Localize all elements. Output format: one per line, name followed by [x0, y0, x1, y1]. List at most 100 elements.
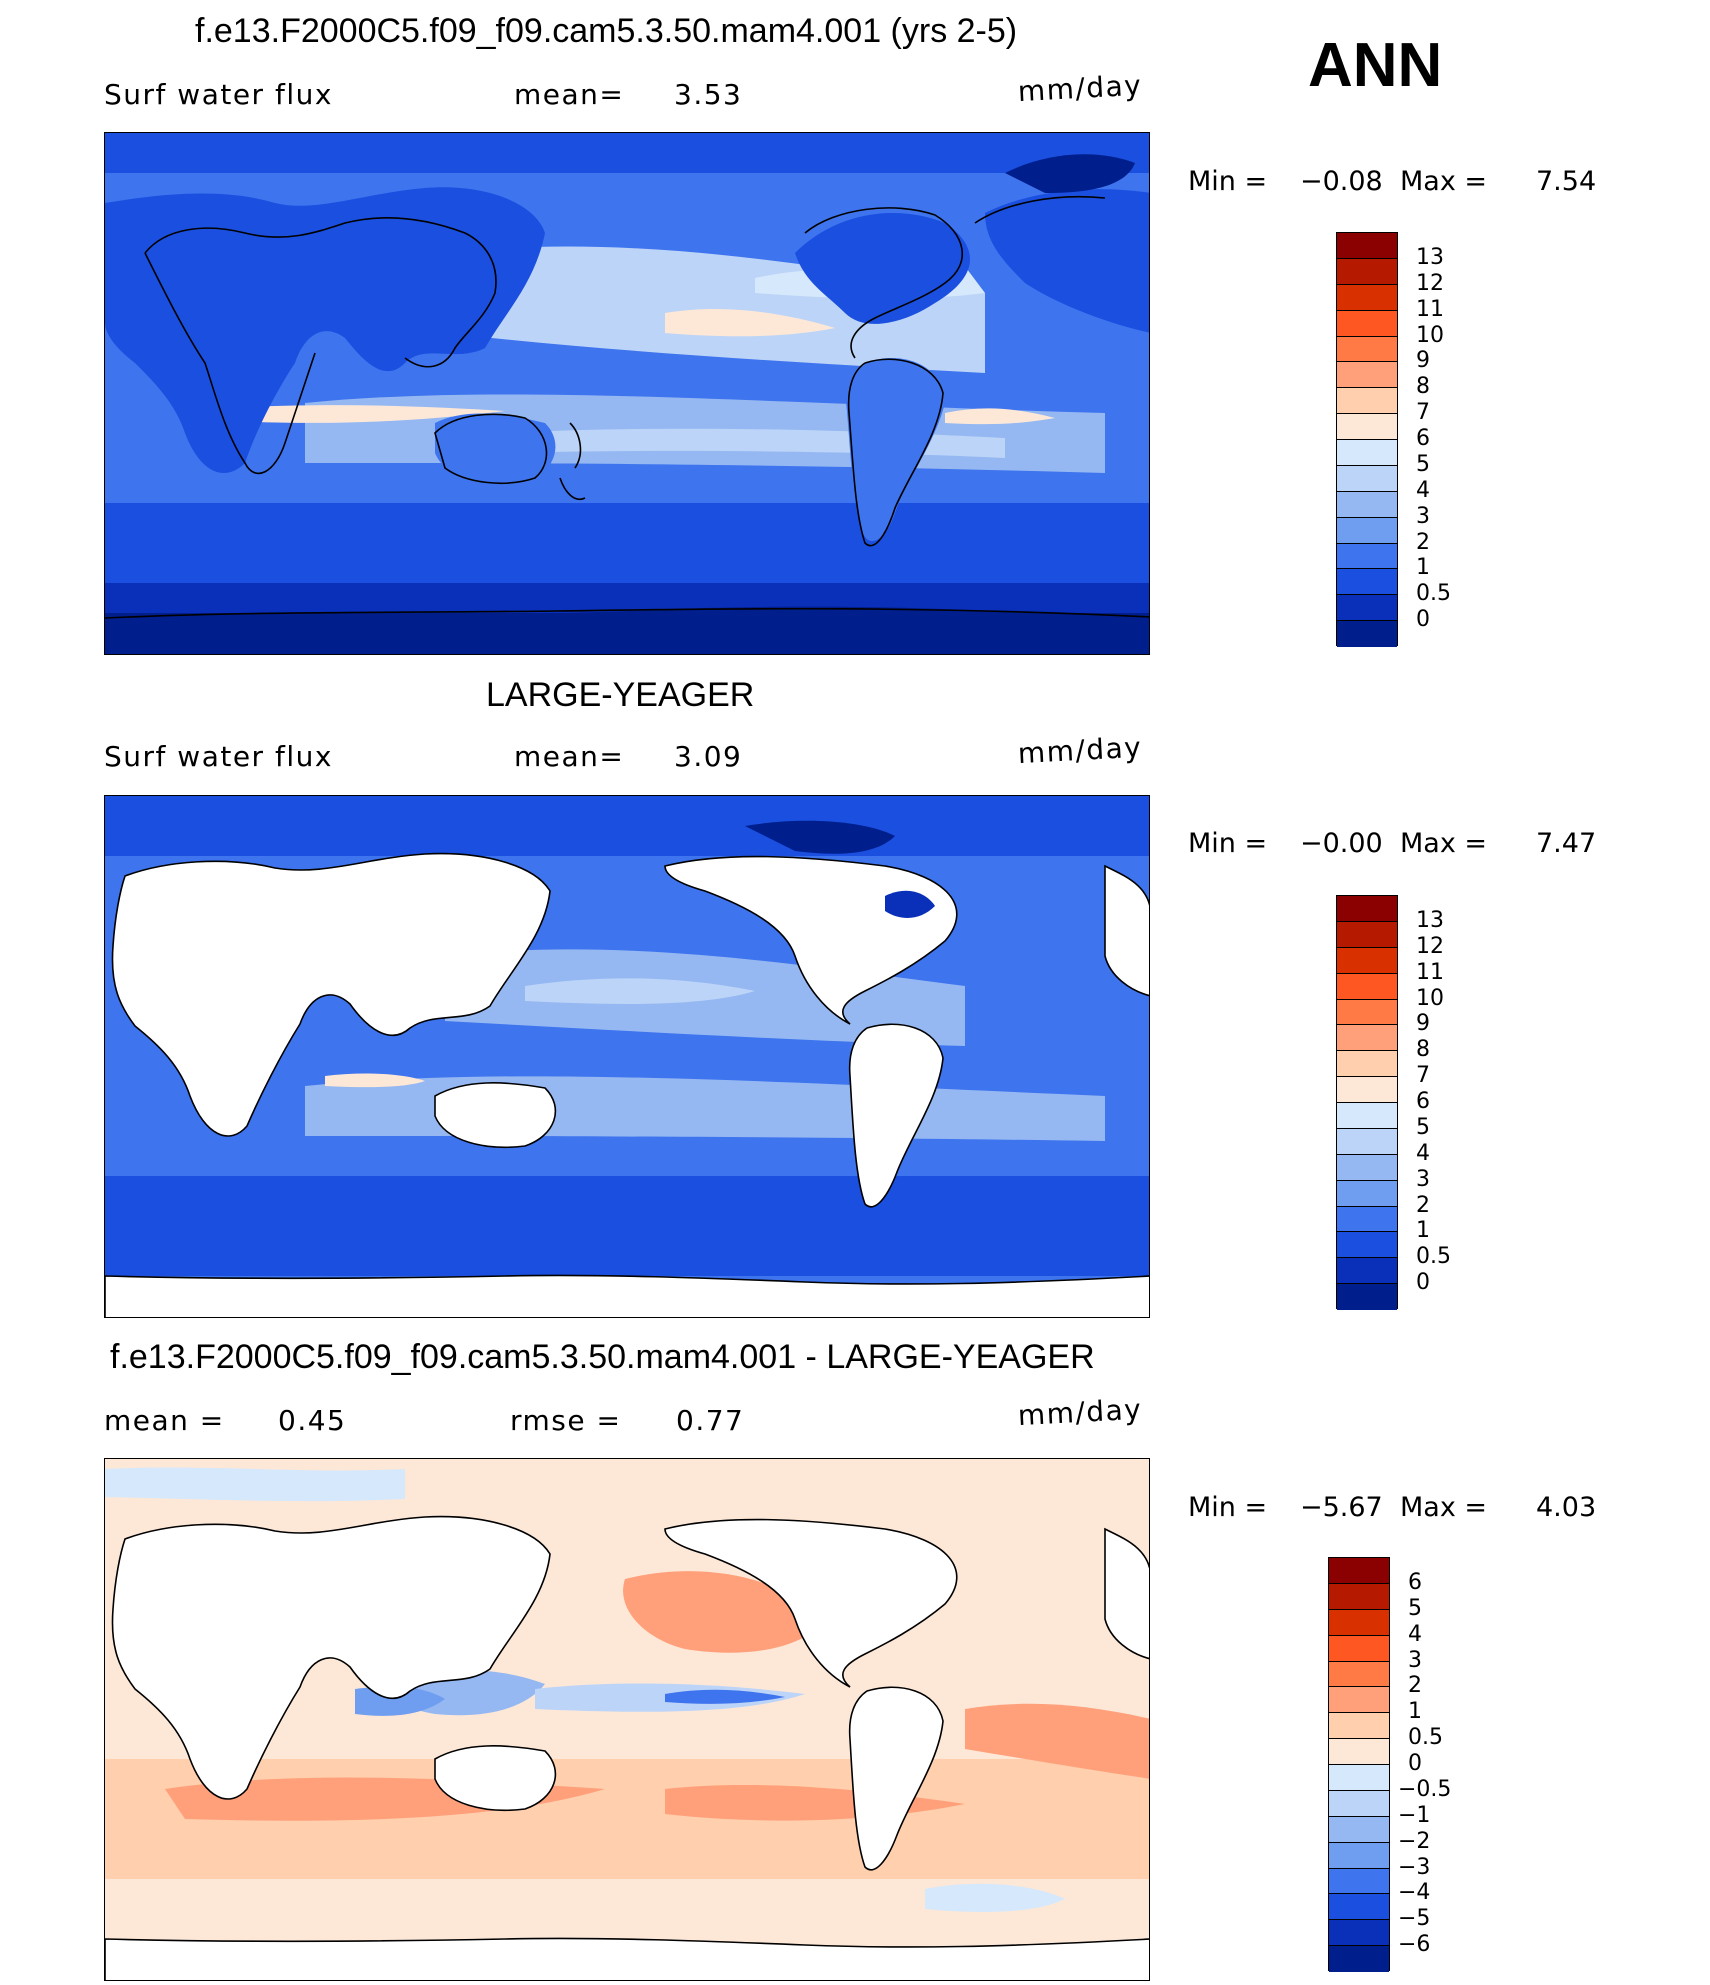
panel-1-units-svg: mm/day	[1017, 69, 1143, 108]
panel-2-min-label: Min =	[1188, 828, 1268, 859]
colorbar-segment	[1337, 1258, 1397, 1285]
panel-3-min-label: Min =	[1188, 1492, 1268, 1523]
colorbar-tick-label: 13	[1416, 907, 1444, 933]
panel-3-map-svg	[105, 1459, 1149, 1980]
colorbar-tick-label: 5	[1416, 1114, 1430, 1140]
colorbar-tick-label: 3	[1416, 503, 1430, 529]
colorbar-segment	[1337, 1025, 1397, 1052]
panel-1-variable-label: Surf water flux	[104, 78, 333, 111]
colorbar-segment	[1337, 1103, 1397, 1129]
colorbar-segment	[1337, 362, 1397, 389]
colorbar-tick-label: 0	[1408, 1751, 1422, 1776]
panel-2-mean-value: 3.09	[674, 740, 743, 773]
colorbar-tick-label: 1	[1416, 1218, 1430, 1244]
panel-2-min-value: −0.00	[1300, 828, 1383, 859]
colorbar-tick-label: 6	[1416, 426, 1430, 451]
colorbar-segment	[1337, 388, 1397, 415]
colorbar-segment	[1329, 1713, 1389, 1740]
colorbar-segment	[1337, 491, 1397, 518]
colorbar-tick-label: 5	[1408, 1595, 1422, 1621]
panel-3-title: f.e13.F2000C5.f09_f09.cam5.3.50.mam4.001…	[110, 1338, 1095, 1376]
colorbar-tick-label: 9	[1416, 1011, 1430, 1037]
panel-2-max-label: Max =	[1400, 828, 1488, 859]
panel-2-title: LARGE-YEAGER	[486, 676, 755, 714]
panel-3-min-value: −5.67	[1300, 1492, 1383, 1523]
colorbar-tick-label: 12	[1416, 933, 1444, 959]
colorbar-segment	[1329, 1816, 1389, 1843]
colorbar-segment	[1337, 1077, 1397, 1103]
colorbar-segment	[1337, 284, 1397, 311]
colorbar-tick-label: 1	[1416, 555, 1430, 581]
colorbar-segment	[1329, 1558, 1389, 1584]
panel-2-variable-label: Surf water flux	[104, 740, 333, 773]
colorbar-segment	[1329, 1583, 1389, 1610]
colorbar-segment	[1337, 336, 1397, 363]
panel-2-max-value: 7.47	[1536, 828, 1597, 859]
panel-3-max-label: Max =	[1400, 1492, 1488, 1523]
panel-3-max-value: 4.03	[1536, 1492, 1597, 1523]
colorbar-tick-label: 5	[1416, 451, 1430, 477]
colorbar-tick-label: 4	[1416, 477, 1430, 503]
colorbar-segment	[1337, 1206, 1397, 1233]
colorbar-segment	[1329, 1946, 1389, 1972]
colorbar-tick-label: 0.5	[1416, 581, 1451, 607]
colorbar-segment	[1329, 1894, 1389, 1921]
colorbar-segment	[1329, 1765, 1389, 1791]
colorbar-tick-label: −2	[1398, 1828, 1431, 1854]
colorbar-segment	[1337, 1284, 1397, 1310]
panel-1-title: f.e13.F2000C5.f09_f09.cam5.3.50.mam4.001…	[195, 12, 1018, 50]
colorbar-segment	[1329, 1687, 1389, 1714]
colorbar-tick-label: 0	[1416, 607, 1430, 633]
colorbar-segment	[1337, 1051, 1397, 1078]
colorbar-tick-label: 0.5	[1416, 1244, 1451, 1270]
colorbar-segment	[1337, 1154, 1397, 1181]
colorbar-segment	[1337, 1128, 1397, 1155]
colorbar-tick-label: 9	[1416, 348, 1430, 374]
panel-3-units: mm/day	[1017, 1393, 1152, 1439]
colorbar-segment	[1329, 1868, 1389, 1895]
colorbar-tick-label: 0	[1416, 1270, 1430, 1296]
panel-3-mean-value: 0.45	[278, 1404, 347, 1437]
colorbar-tick-label: −3	[1398, 1854, 1431, 1880]
colorbar-tick-label: −1	[1398, 1802, 1431, 1828]
panel-3-units-svg: mm/day	[1017, 1393, 1143, 1432]
colorbar-tick-label: 7	[1416, 400, 1430, 426]
colorbar-tick-label: −0.5	[1398, 1776, 1452, 1802]
colorbar-tick-label: 8	[1416, 1037, 1430, 1063]
panel-1-max-label: Max =	[1400, 166, 1488, 197]
colorbar-tick-label: 3	[1416, 1166, 1430, 1192]
colorbar-tick-label: 6	[1408, 1569, 1422, 1595]
colorbar-segment	[1337, 947, 1397, 974]
colorbar-segment	[1337, 569, 1397, 596]
colorbar-segment	[1337, 310, 1397, 337]
colorbar-segment	[1329, 1661, 1389, 1688]
panel-1-min-value: −0.08	[1300, 166, 1383, 197]
panel-3-map	[104, 1458, 1150, 1981]
colorbar-tick-label: 2	[1416, 529, 1430, 555]
colorbar-segment	[1337, 999, 1397, 1026]
colorbar-tick-label: 10	[1416, 985, 1444, 1011]
panel-1-units-text: mm/day	[1018, 72, 1143, 108]
colorbar-segment	[1329, 1842, 1389, 1869]
panel-1-mean-label: mean=	[514, 78, 625, 111]
colorbar-segment	[1337, 258, 1397, 285]
colorbar-segment	[1337, 595, 1397, 622]
colorbar-tick-label: 8	[1416, 374, 1430, 400]
colorbar-segment	[1329, 1790, 1389, 1817]
colorbar-segment	[1337, 621, 1397, 647]
colorbar-segment	[1329, 1920, 1389, 1947]
colorbar-segment	[1337, 465, 1397, 492]
panel-3-units-text: mm/day	[1018, 1396, 1143, 1432]
panel-1-min-label: Min =	[1188, 166, 1268, 197]
colorbar-tick-label: 6	[1416, 1089, 1430, 1114]
colorbar-segment	[1329, 1635, 1389, 1662]
colorbar-tick-label: 12	[1416, 270, 1444, 296]
colorbar-tick-label: 7	[1416, 1063, 1430, 1089]
panel-1-map-svg	[105, 133, 1149, 654]
colorbar-segment	[1329, 1739, 1389, 1765]
panel-3-colorbar	[1328, 1557, 1390, 1972]
panel-3-mean-label: mean =	[104, 1404, 225, 1437]
colorbar-segment	[1337, 233, 1397, 259]
panel-2-mean-label: mean=	[514, 740, 625, 773]
colorbar-tick-label: 2	[1416, 1192, 1430, 1218]
